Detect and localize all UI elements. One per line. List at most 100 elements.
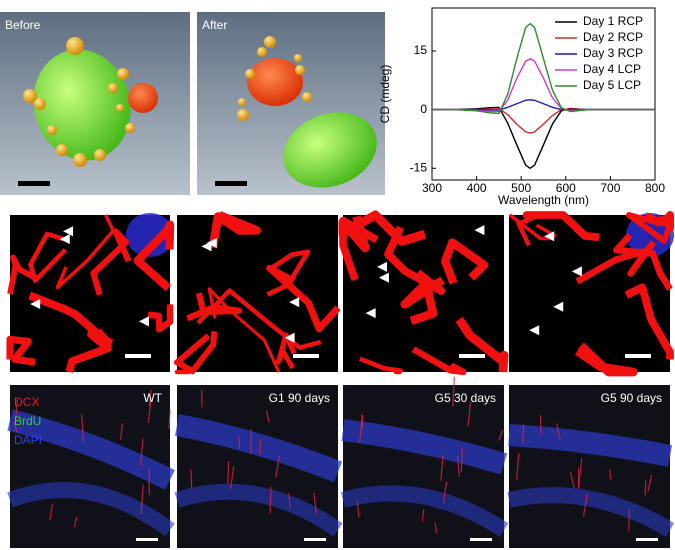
y-axis-label: CD (mdeg) [378,65,392,124]
particle [264,36,276,48]
organelle [247,58,303,106]
neurite [455,316,509,373]
arrowhead [365,308,376,319]
cd-curve [432,107,655,134]
dcx-process [356,501,360,518]
cd-curve [432,106,655,170]
neurite [275,332,297,370]
neurite [384,225,446,295]
neurite [90,228,132,296]
neurite [266,249,311,297]
arrowhead [289,297,300,308]
dcx-process [516,452,520,480]
particle [245,69,255,79]
dcx-process [644,480,647,496]
particle [302,92,312,102]
arrowhead [30,299,41,310]
y-tick-label: 15 [414,43,428,57]
neurite [207,287,281,373]
neurite [196,288,322,350]
x-tick-label: 300 [422,181,442,195]
x-tick-label: 800 [645,181,665,195]
condition-label: G5 90 days [601,391,662,405]
neurite [625,212,673,244]
dcx-process [569,472,575,489]
arrowhead [63,226,74,237]
nucleus-blob [126,213,174,257]
particle [66,37,84,55]
scale-bar [125,354,151,358]
dcx-process [266,410,270,423]
dcx-process [467,402,472,427]
neurite [174,356,191,375]
neurite [133,220,175,292]
neurite [358,356,404,375]
dcx-process [577,458,583,488]
dcx-process [230,465,235,489]
legend-label: Day 2 RCP [583,30,643,44]
scale-bar [625,354,651,358]
cell-layer [174,414,343,483]
cell-layer [508,424,673,467]
dcx-process [628,508,631,532]
neurite [339,216,379,282]
nucleus [33,49,131,161]
particle [117,68,129,80]
particle [56,144,68,156]
dcx-process [442,481,448,504]
x-tick-label: 700 [600,181,620,195]
plot-frame [431,7,656,181]
scale-bar [136,538,158,541]
dcx-process [434,522,438,534]
panel-label: After [202,18,227,32]
dcx-process [80,414,85,442]
arrowhead [138,316,149,327]
arrowhead [284,332,295,343]
legend-label: Day 4 LCP [583,62,641,76]
neurite [574,342,638,377]
particle [116,104,124,112]
dcx-process [313,492,317,514]
neurite [147,304,174,333]
neurite [411,346,467,376]
cell-layer [7,482,175,537]
y-tick-label: -15 [410,160,428,174]
neurite [7,254,38,295]
dcx-process [147,399,152,423]
x-tick-label: 600 [556,181,576,195]
particle [34,98,46,110]
dcx-process [120,423,123,441]
neurite [352,210,427,246]
particle [295,65,305,75]
arrowhead [206,237,217,248]
cd-curve [432,99,655,111]
dcx-process [460,448,463,473]
dcx-process [73,516,78,528]
dcx-process [452,376,456,407]
dcx-process [275,455,280,478]
scale-bar [304,538,326,541]
neurite [6,335,36,366]
neurite [28,291,112,347]
legend-label: Day 1 RCP [583,14,643,28]
nucleus [283,112,377,188]
y-tick-label: 0 [420,102,427,116]
condition-label: WT [143,391,162,405]
dcx-process [647,475,653,492]
scale-bar [470,538,492,541]
arrowhead [529,325,540,336]
dcx-process [456,455,461,477]
dcx-process [168,410,171,429]
condition-label: G1 90 days [269,391,330,405]
dcx-process [13,421,18,433]
stain-label: DAPI [14,433,42,447]
particle [47,125,57,135]
dcx-process [269,486,272,514]
cell-layer [341,419,508,475]
neurite [55,214,115,290]
neurite [174,331,218,375]
cell-layer [174,483,343,537]
scale-bar [215,181,247,186]
neurite [624,283,674,360]
cell-layer [7,409,175,490]
